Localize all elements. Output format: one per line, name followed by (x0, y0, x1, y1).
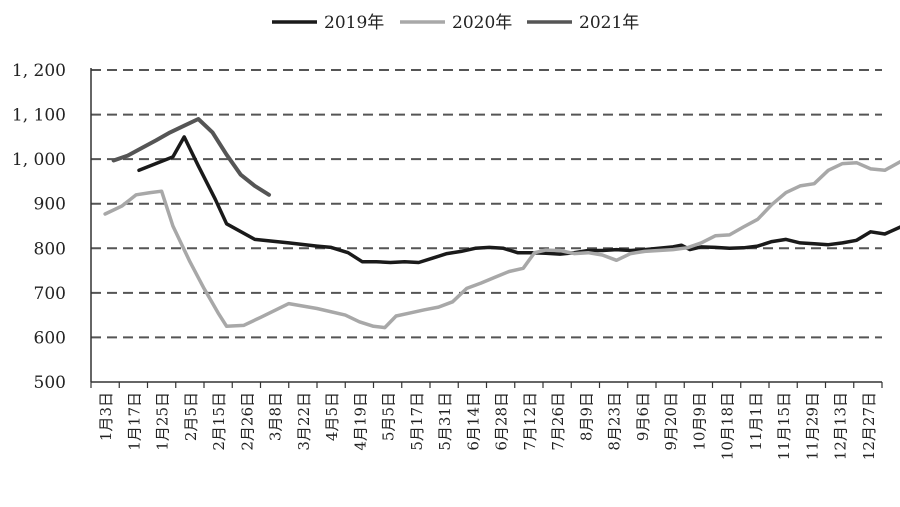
series-line-2019年 (137, 135, 900, 265)
y-tick-label: 700 (34, 284, 66, 304)
x-tick-label: 4月19日 (351, 392, 369, 451)
x-tick-label: 5月5日 (380, 392, 398, 441)
x-tick-label: 7月12日 (521, 392, 539, 451)
series-line-2021年 (111, 117, 271, 197)
axes (90, 68, 883, 388)
x-tick-label: 4月5日 (323, 392, 341, 441)
x-axis-tick-labels: 1月3日 1月17日 1月25日 2月5日 2月15日 2月26日 3月8日 3月22日 4月5… (97, 392, 878, 460)
x-tick-label: 1月17日 (125, 392, 143, 451)
x-tick-label: 11月1日 (747, 392, 765, 451)
y-tick-label: 800 (34, 239, 66, 259)
x-tick-label: 6月14日 (464, 392, 482, 451)
x-tick-label: 10月18日 (719, 392, 737, 460)
legend-label-2019年: 2019年 (324, 13, 384, 33)
x-tick-label: 2月15日 (210, 392, 228, 451)
x-tick-label: 6月28日 (493, 392, 511, 451)
x-tick-label: 9月6日 (634, 392, 652, 441)
y-tick-label: 600 (34, 328, 66, 348)
y-tick-label: 500 (34, 373, 66, 393)
x-tick-label: 5月31日 (436, 392, 454, 451)
y-tick-label: 1, 000 (12, 150, 66, 170)
y-axis-tick-labels: 1, 200 1, 100 1, 000 900 800 700 600 500 (12, 61, 66, 393)
x-tick-label: 3月8日 (267, 392, 285, 441)
legend-label-2021年: 2021年 (579, 13, 639, 33)
x-tick-label: 11月15日 (775, 392, 793, 460)
legend: 2019年 2020年 2021年 (272, 13, 639, 33)
series-line-2020年 (103, 159, 900, 330)
x-tick-label: 1月25日 (154, 392, 172, 451)
x-tick-label: 12月27日 (860, 392, 878, 460)
x-tick-label: 9月20日 (662, 392, 680, 451)
x-tick-label: 7月26日 (549, 392, 567, 451)
legend-label-2020年: 2020年 (452, 13, 512, 33)
x-tick-label: 1月3日 (97, 392, 115, 441)
x-tick-label: 11月29日 (803, 392, 821, 460)
x-tick-label: 8月9日 (577, 392, 595, 441)
x-tick-label: 3月22日 (295, 392, 313, 451)
x-tick-label: 2月26日 (238, 392, 256, 451)
y-tick-label: 1, 100 (12, 106, 66, 126)
x-tick-label: 5月17日 (408, 392, 426, 451)
x-tick-label: 2月5日 (182, 392, 200, 441)
x-tick-label: 8月23日 (606, 392, 624, 451)
x-tick-label: 12月13日 (832, 392, 850, 460)
y-tick-label: 900 (34, 195, 66, 215)
series-lines (103, 117, 900, 330)
x-tick-label: 10月9日 (690, 392, 708, 451)
y-tick-label: 1, 200 (12, 61, 66, 81)
